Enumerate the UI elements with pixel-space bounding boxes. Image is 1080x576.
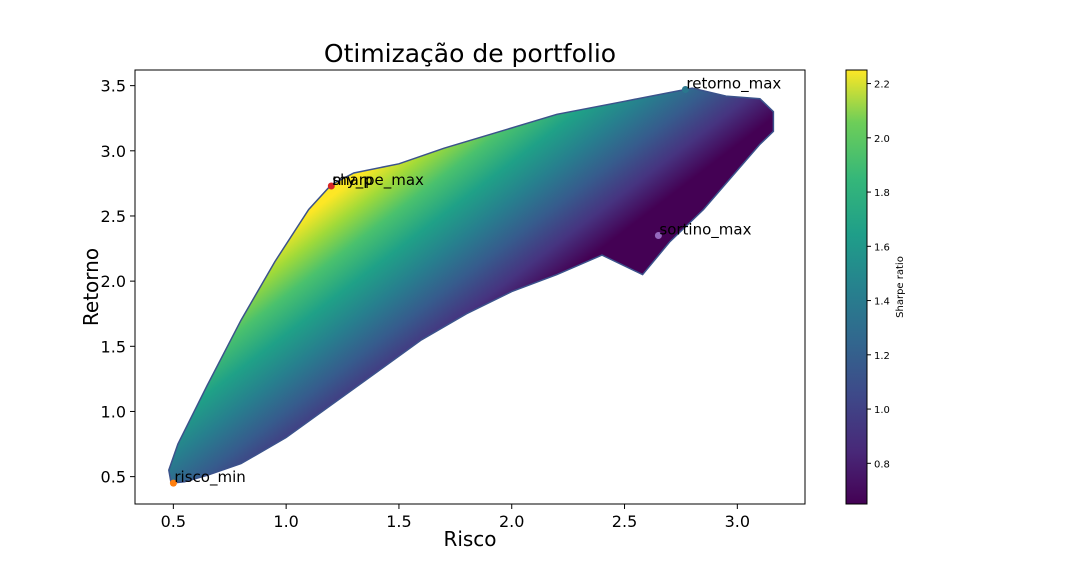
x-tick-label: 3.0	[725, 512, 750, 531]
x-tick-label: 2.5	[612, 512, 637, 531]
y-tick-label: 3.0	[101, 142, 126, 161]
colorbar-ticks: 0.8 1.0 1.2 1.4 1.6 1.8 2.0 2.2	[867, 80, 890, 470]
x-tick-label: 1.5	[386, 512, 411, 531]
y-tick-label: 2.5	[101, 207, 126, 226]
y-tick-label: 2.0	[101, 272, 126, 291]
chart-title: Otimização de portfolio	[324, 39, 616, 68]
highlight-point-sharpe-max	[327, 182, 335, 190]
colorbar-tick-label: 1.4	[874, 297, 890, 308]
highlight-point-retorno-max	[681, 86, 689, 93]
annotation-overlapping-fragment: my_p	[332, 171, 373, 190]
x-axis-ticks: 0.5 1.0 1.5 2.0 2.5 3.0	[161, 504, 750, 531]
annotation-sharpe-max: sharpe_max	[332, 171, 424, 190]
highlight-point-risco-min	[169, 479, 177, 487]
highlight-point-sortino-max	[654, 232, 662, 239]
colorbar-tick-label: 1.0	[874, 405, 890, 416]
colorbar-tick-label: 2.2	[874, 80, 890, 91]
x-tick-label: 1.0	[273, 512, 298, 531]
highlighted-points: retorno_max sharpe_max sortino_max risco_mi…	[169, 75, 781, 487]
y-tick-label: 1.5	[101, 337, 126, 356]
y-tick-label: 1.0	[101, 402, 126, 421]
annotation-sortino-max: sortino_max	[659, 221, 751, 240]
colorbar-tick-label: 1.8	[874, 188, 890, 199]
colorbar-label: Sharpe ratio	[895, 256, 906, 318]
colorbar-tick-label: 0.8	[874, 459, 890, 470]
colorbar-tick-label: 2.0	[874, 134, 890, 145]
colorbar	[846, 70, 867, 504]
annotation-retorno-max: retorno_max	[686, 75, 781, 94]
x-tick-label: 0.5	[161, 512, 186, 531]
y-axis-label: Retorno	[79, 248, 103, 326]
scatter-cloud-area	[168, 87, 775, 484]
y-axis-ticks: 0.5 1.0 1.5 2.0 2.5 3.0 3.5	[101, 77, 135, 487]
colorbar-frame	[845, 69, 868, 505]
scatter-cloud	[168, 87, 775, 484]
y-tick-label: 0.5	[101, 468, 126, 487]
plot-frame	[134, 69, 806, 505]
colorbar-tick-label: 1.2	[874, 351, 890, 362]
colorbar-tick-label: 1.6	[874, 242, 890, 253]
y-tick-label: 3.5	[101, 77, 126, 96]
x-tick-label: 2.0	[499, 512, 524, 531]
x-axis-label: Risco	[443, 527, 496, 551]
annotation-risco-min: risco_min	[174, 468, 245, 487]
